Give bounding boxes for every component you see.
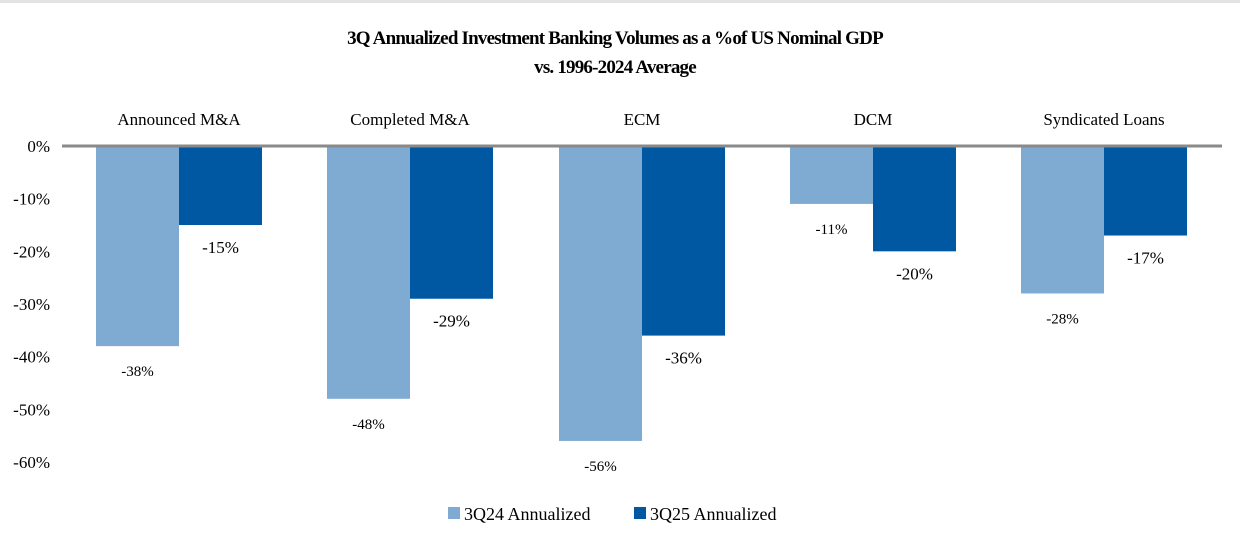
bar-3q24	[559, 146, 642, 441]
legend-label: 3Q24 Annualized	[464, 504, 590, 524]
data-label: -15%	[202, 238, 239, 257]
y-tick-label: -40%	[13, 348, 50, 367]
bar-3q25	[410, 146, 493, 299]
bar-3q25	[873, 146, 956, 252]
data-label: -48%	[352, 417, 385, 433]
data-label: -17%	[1127, 249, 1164, 268]
top-border	[0, 0, 1240, 3]
y-tick-label: -30%	[13, 295, 50, 314]
data-label: -38%	[121, 364, 154, 380]
bar-3q25	[179, 146, 262, 225]
data-label: -20%	[896, 264, 933, 283]
chart-title: 3Q Annualized Investment Banking Volumes…	[347, 28, 884, 49]
legend-label: 3Q25 Annualized	[650, 504, 776, 524]
y-tick-label: 0%	[27, 137, 50, 156]
data-label: -36%	[665, 349, 702, 368]
category-label: DCM	[854, 110, 893, 129]
data-label: -56%	[584, 459, 617, 475]
bar-3q24	[1021, 146, 1104, 294]
category-label: Completed M&A	[350, 110, 470, 129]
bar-3q25	[642, 146, 725, 336]
legend-swatch	[634, 507, 646, 519]
y-tick-label: -60%	[13, 453, 50, 472]
bar-3q24	[327, 146, 410, 399]
legend-swatch	[448, 507, 460, 519]
y-tick-label: -20%	[13, 242, 50, 261]
bar-3q25	[1104, 146, 1187, 236]
data-label: -28%	[1046, 311, 1079, 327]
category-label: Announced M&A	[117, 110, 241, 129]
y-tick-label: -50%	[13, 400, 50, 419]
data-label: -11%	[816, 222, 848, 238]
category-label: Syndicated Loans	[1043, 110, 1164, 129]
category-label: ECM	[624, 110, 661, 129]
data-label: -29%	[433, 312, 470, 331]
y-tick-label: -10%	[13, 190, 50, 209]
bar-3q24	[790, 146, 873, 204]
chart-subtitle: vs. 1996-2024 Average	[534, 57, 696, 78]
bar-3q24	[96, 146, 179, 347]
